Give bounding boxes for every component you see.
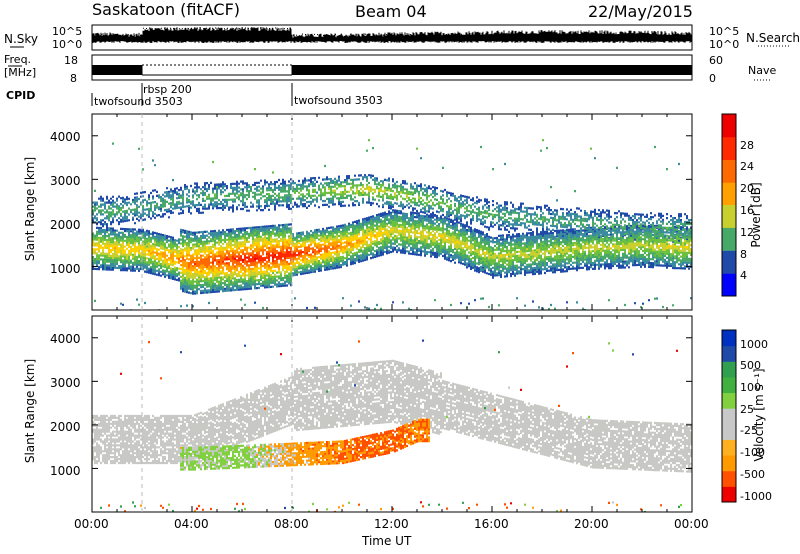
power-cbar-cell bbox=[722, 227, 736, 251]
cpid-panel bbox=[91, 83, 293, 106]
xtick-0400: 04:00 bbox=[174, 517, 209, 531]
vel-cbar-tick-neg500: -500 bbox=[740, 468, 765, 481]
axes bbox=[91, 113, 693, 513]
xtick-0800: 08:00 bbox=[274, 517, 309, 531]
power-cbar-tick-8: 8 bbox=[740, 248, 747, 261]
velocity-cbar-cell bbox=[722, 392, 736, 409]
noise-sky-trace bbox=[91, 27, 692, 43]
velocity-cbar-cell bbox=[722, 345, 736, 362]
xtick-2400: 00:00 bbox=[674, 517, 709, 531]
noise-panel bbox=[91, 24, 693, 51]
nave-label: Nave bbox=[748, 64, 777, 77]
xtick-1600: 16:00 bbox=[474, 517, 509, 531]
nave-tick-bottom: 0 bbox=[709, 72, 716, 85]
vel-ytick-4000: 4000 bbox=[50, 332, 81, 346]
vel-ytick-2000: 2000 bbox=[50, 420, 81, 434]
power-cbar-cell bbox=[722, 136, 736, 160]
power-cells bbox=[194, 249, 320, 266]
cpid-segment-2: rbsp 200 bbox=[143, 83, 192, 96]
noise-right-tick-top: 10^5 bbox=[709, 25, 740, 38]
noise-search-trace bbox=[92, 27, 690, 38]
noise-left-tick-bottom: 10^0 bbox=[52, 38, 83, 51]
power-cbar-tick-16: 16 bbox=[740, 204, 754, 217]
power-cbar-tick-28: 28 bbox=[740, 139, 754, 152]
power-cbar-tick-20: 20 bbox=[740, 182, 754, 195]
velocity-heatmap bbox=[92, 339, 692, 512]
power-cells bbox=[92, 139, 692, 286]
beam-label: Beam 04 bbox=[355, 2, 427, 21]
power-cells bbox=[92, 185, 692, 281]
noise-search-label: N.Search bbox=[746, 31, 800, 45]
power-cells bbox=[92, 174, 692, 310]
power-cbar-tick-12: 12 bbox=[740, 226, 754, 239]
power-cells bbox=[114, 234, 376, 273]
power-ytick-2000: 2000 bbox=[50, 218, 81, 232]
cpid-segment-3: twofsound 3503 bbox=[294, 94, 383, 107]
vel-cbar-tick-100: 100 bbox=[740, 381, 761, 394]
velocity-cbar-cell bbox=[722, 376, 736, 394]
noise-sky-label: N.Sky bbox=[4, 32, 39, 46]
cpid-segment-1: twofsound 3503 bbox=[94, 95, 183, 108]
xtick-0000: 00:00 bbox=[74, 517, 109, 531]
velocity-cbar-cell bbox=[722, 330, 736, 347]
noise-right-tick-bottom: 10^0 bbox=[709, 38, 740, 51]
cpid-label: CPID bbox=[6, 89, 36, 102]
vel-cbar-tick-neg25: -25 bbox=[740, 424, 758, 437]
xtick-2000: 20:00 bbox=[574, 517, 609, 531]
xtick-1200: 12:00 bbox=[374, 517, 409, 531]
date-label: 22/May/2015 bbox=[588, 2, 693, 21]
power-ytick-1000: 1000 bbox=[50, 262, 81, 276]
power-ylabel: Slant Range [km] bbox=[23, 156, 37, 262]
vel-cbar-tick-neg1000: -1000 bbox=[740, 490, 772, 503]
nave-tick-top: 60 bbox=[709, 54, 723, 67]
noise-left-tick-top: 10^5 bbox=[52, 25, 83, 38]
power-ytick-4000: 4000 bbox=[50, 130, 81, 144]
power-cells bbox=[234, 254, 276, 261]
vel-cbar-tick-500: 500 bbox=[740, 359, 761, 372]
power-cbar-cell bbox=[722, 114, 736, 138]
power-cbar-tick-4: 4 bbox=[740, 269, 747, 282]
vel-cbar-tick-25: 25 bbox=[740, 403, 754, 416]
velocity-cbar-cell bbox=[722, 423, 736, 440]
station-title: Saskatoon (fitACF) bbox=[92, 0, 241, 19]
velocity-ylabel: Slant Range [km] bbox=[23, 358, 37, 464]
velocity-cbar-frame bbox=[721, 329, 737, 503]
velocity-cells bbox=[92, 359, 692, 473]
velocity-cbar-cell bbox=[722, 470, 736, 487]
power-cells bbox=[178, 242, 350, 269]
velocity-cbar-cell bbox=[722, 455, 736, 472]
freq-unit-label: [MHz] bbox=[4, 66, 37, 79]
power-cbar-cell bbox=[722, 182, 736, 206]
power-ytick-3000: 3000 bbox=[50, 174, 81, 188]
freq-tick-top: 18 bbox=[64, 54, 78, 67]
velocity-cbar-cell bbox=[722, 361, 736, 378]
power-cbar-tick-24: 24 bbox=[740, 160, 754, 173]
power-cells bbox=[92, 157, 692, 310]
power-cbar-cell bbox=[722, 273, 736, 297]
freq-tick-bottom: 8 bbox=[70, 72, 77, 85]
freq-label: Freq. bbox=[4, 53, 32, 66]
velocity-cbar-label: Velocity [m s⁻¹] bbox=[752, 368, 766, 462]
xaxis-label: Time UT bbox=[362, 534, 412, 548]
vel-ytick-1000: 1000 bbox=[50, 464, 81, 478]
power-cbar-label: Power [dB] bbox=[749, 182, 763, 248]
freq-band-1 bbox=[92, 65, 142, 75]
velocity-cbar-cell bbox=[722, 486, 736, 503]
vel-ytick-3000: 3000 bbox=[50, 376, 81, 390]
velocity-cbar-cell bbox=[722, 408, 736, 425]
colorbars bbox=[721, 113, 737, 503]
power-cbar-cell bbox=[722, 159, 736, 183]
freq-band-3 bbox=[292, 65, 692, 75]
vel-cbar-tick-1000: 1000 bbox=[740, 338, 768, 351]
power-cbar-cell bbox=[722, 205, 736, 228]
vel-cbar-tick-neg100: -100 bbox=[740, 446, 765, 459]
frequency-panel bbox=[8, 45, 790, 81]
power-heatmap bbox=[92, 139, 692, 310]
velocity-cbar-cell bbox=[722, 439, 736, 456]
power-cbar-frame bbox=[721, 113, 737, 297]
power-cbar-cell bbox=[722, 250, 736, 274]
